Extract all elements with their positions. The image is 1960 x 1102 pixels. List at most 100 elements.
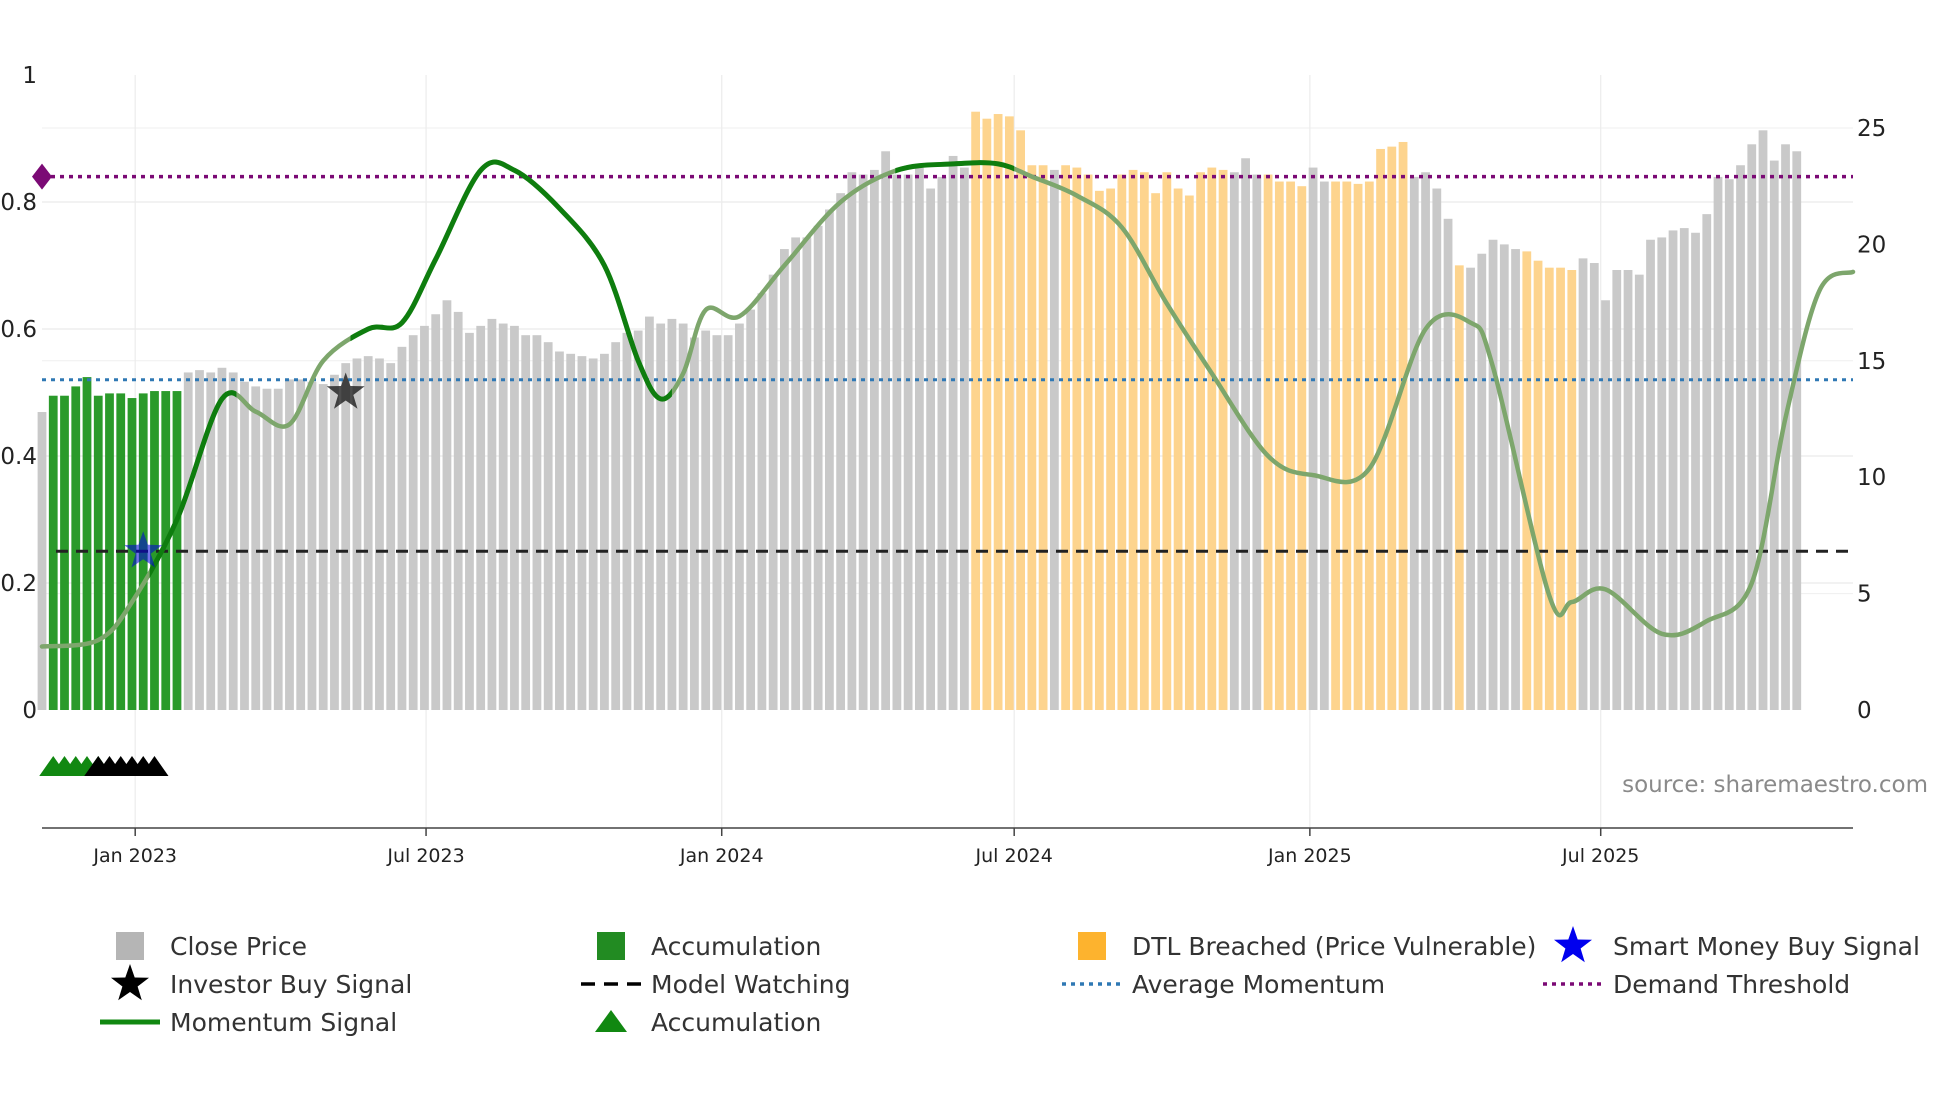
price-bar [768,274,778,710]
price-bar [476,325,486,710]
price-bar [1623,270,1633,710]
legend-item: Smart Money Buy Signal [1554,926,1920,963]
price-bar [1758,130,1768,710]
price-bar [71,386,81,710]
price-bar [543,342,553,710]
price-bar [1263,174,1273,710]
price-bar [1634,274,1644,710]
price-bar [532,335,542,710]
price-bar [892,174,902,710]
price-bar [914,167,924,711]
y-left-tick-label: 0.2 [0,571,37,597]
legend-item: Investor Buy Signal [111,964,412,1001]
price-bar [273,388,283,710]
price-bar [1589,263,1599,710]
price-bar [937,176,947,710]
x-tick-label: Jan 2025 [1267,845,1352,867]
price-bar [60,395,69,710]
price-bar [1353,183,1363,710]
price-bar [1151,193,1160,710]
price-bar [228,372,238,710]
price-bar [206,372,216,710]
legend-label: Average Momentum [1132,970,1385,999]
price-bar [622,332,632,710]
price-bar [1072,167,1082,711]
price-bar [757,293,767,710]
y-left-tick-label: 0 [22,698,37,724]
price-bar [240,381,249,710]
price-bar [555,351,564,710]
price-bar [318,384,328,710]
legend-label: Momentum Signal [170,1008,397,1037]
price-bar [1769,160,1779,711]
price-bar [408,335,418,710]
price-bar [723,335,733,710]
legend-item: Accumulation [597,932,821,961]
investor-buy-star [326,372,365,409]
price-bar [442,300,452,710]
legend-star-icon [1554,926,1592,963]
price-bar [1094,190,1104,710]
price-bar [1556,267,1565,710]
price-bar [1522,251,1532,710]
price-bar [588,358,598,710]
price-bar [1173,188,1183,710]
price-bar [1747,144,1757,710]
price-bar [93,395,103,710]
price-bar [825,209,834,711]
legend-item: Momentum Signal [100,1008,397,1037]
price-bar [1792,151,1802,710]
price-bar [217,367,227,710]
legend-label: Close Price [170,932,307,961]
price-bar [386,363,396,710]
price-bar [183,372,193,710]
legend-label: Accumulation [651,932,821,961]
price-bar [363,356,373,710]
price-bar [1601,300,1610,710]
price-bar [1511,249,1520,710]
legend-label: Smart Money Buy Signal [1613,932,1920,961]
legend-swatch [1078,932,1106,960]
price-bar [510,325,519,710]
price-bar [1229,172,1239,710]
y-right-tick-label: 0 [1857,698,1872,724]
price-bar [1409,176,1419,710]
legend-label: Model Watching [651,970,851,999]
momentum-signal [39,159,1856,649]
price-bar [262,388,272,710]
price-bar [577,356,587,710]
legend-star-icon [111,964,149,1001]
price-bar [285,379,294,710]
price-bar [1736,165,1745,711]
legend-label: Accumulation [651,1008,821,1037]
price-bar [881,151,891,710]
price-bar [1241,158,1250,710]
x-tick-label: Jul 2025 [1561,845,1639,867]
price-bar [982,118,992,711]
price-bar [566,353,576,710]
price-bar [1499,244,1509,710]
price-bar [1342,181,1352,710]
price-bar [375,358,384,710]
price-bar [296,379,306,710]
x-tick-label: Jan 2023 [92,845,177,867]
legend-triangle-icon [595,1010,627,1032]
x-tick-label: Jul 2023 [386,845,464,867]
price-bar [746,309,756,710]
event-triangles [39,756,169,776]
price-bar [1139,172,1149,710]
price-bar [611,342,621,710]
price-bar [858,174,868,710]
price-bar [1117,174,1127,710]
price-bar [1679,228,1689,710]
price-bar [1691,232,1700,710]
legend: Close Price Accumulation DTL Breached (Pri… [100,926,1920,1037]
price-bar [735,323,744,710]
demand-threshold-marker [32,163,52,190]
price-bar [836,193,846,710]
price-bar [1364,181,1374,710]
legend-label: DTL Breached (Price Vulnerable) [1132,932,1536,961]
price-bar [780,249,789,710]
price-bar [791,237,801,710]
